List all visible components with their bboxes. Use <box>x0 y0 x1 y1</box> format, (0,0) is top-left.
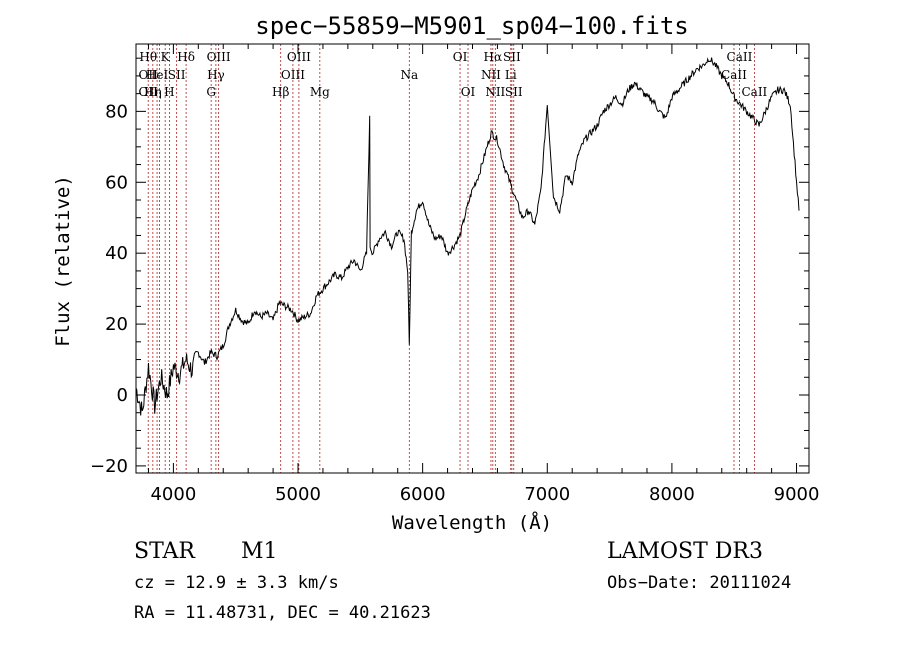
line-label: Hη <box>144 85 162 99</box>
line-label: Hβ <box>272 85 289 99</box>
x-axis-label: Wavelength (Å) <box>392 511 552 534</box>
coordinates: RA = 11.48731, DEC = 40.21623 <box>134 603 431 623</box>
y-tick-label: 0 <box>117 385 128 406</box>
line-label: SII <box>503 50 521 64</box>
line-label: Hγ <box>207 68 225 82</box>
line-label: Hδ <box>177 50 195 64</box>
x-tick-label: 8000 <box>649 484 695 505</box>
x-tick-label: 7000 <box>524 484 570 505</box>
x-tick-label: 6000 <box>400 484 446 505</box>
line-label: Hα <box>484 50 503 64</box>
line-label: CaII <box>741 85 767 99</box>
line-label: OIII <box>287 50 311 64</box>
y-tick-label: −20 <box>90 456 128 477</box>
x-axis-ticks: 4000 5000 6000 7000 8000 9000 <box>147 44 820 505</box>
line-label: OII <box>139 85 159 99</box>
spectral-line-labels: HθOIIOIIHηHeIKHSIIHδGHγOIIIHβOIIIOIIIMgN… <box>139 50 768 99</box>
spectrum-series <box>135 57 800 416</box>
line-label: Li <box>505 68 517 82</box>
chart-title: spec−55859−M5901_sp04−100.fits <box>255 12 688 40</box>
line-label: OI <box>453 50 468 64</box>
line-label: G <box>206 85 216 99</box>
line-label: Na <box>400 68 418 82</box>
line-label: H <box>164 85 174 99</box>
survey-name: LAMOST DR3 <box>607 539 763 564</box>
observation-date: Obs−Date: 20111024 <box>607 573 792 593</box>
line-label: SII <box>505 85 523 99</box>
redshift-cz: cz = 12.9 ± 3.3 km/s <box>134 573 339 593</box>
line-label: OIII <box>281 68 305 82</box>
line-label: NII <box>481 68 501 82</box>
y-tick-label: 80 <box>105 101 128 122</box>
line-label: HeI <box>146 68 169 82</box>
object-subclass: M1 <box>241 539 278 564</box>
y-axis-ticks: −20 0 20 40 60 80 <box>90 57 809 477</box>
x-tick-label: 9000 <box>774 484 820 505</box>
line-label: OI <box>461 85 476 99</box>
y-tick-label: 60 <box>105 172 128 193</box>
plot-frame <box>135 43 810 474</box>
line-label: Mg <box>310 85 330 99</box>
line-label: CaII <box>727 50 753 64</box>
line-label: CaII <box>721 68 747 82</box>
line-label: SII <box>168 68 186 82</box>
x-tick-label: 5000 <box>275 484 321 505</box>
object-class: STAR <box>134 539 195 564</box>
spectral-line-markers <box>147 44 755 473</box>
spectrum-line <box>135 57 800 416</box>
line-label: OIII <box>207 50 231 64</box>
y-tick-label: 20 <box>105 314 128 335</box>
x-tick-label: 4000 <box>150 484 196 505</box>
line-label: Hθ <box>139 50 157 64</box>
line-label: OII <box>139 68 159 82</box>
y-tick-label: 40 <box>105 243 128 264</box>
line-label: K <box>161 50 171 64</box>
y-axis-label: Flux (relative) <box>52 175 74 347</box>
line-label: NII <box>485 85 505 99</box>
